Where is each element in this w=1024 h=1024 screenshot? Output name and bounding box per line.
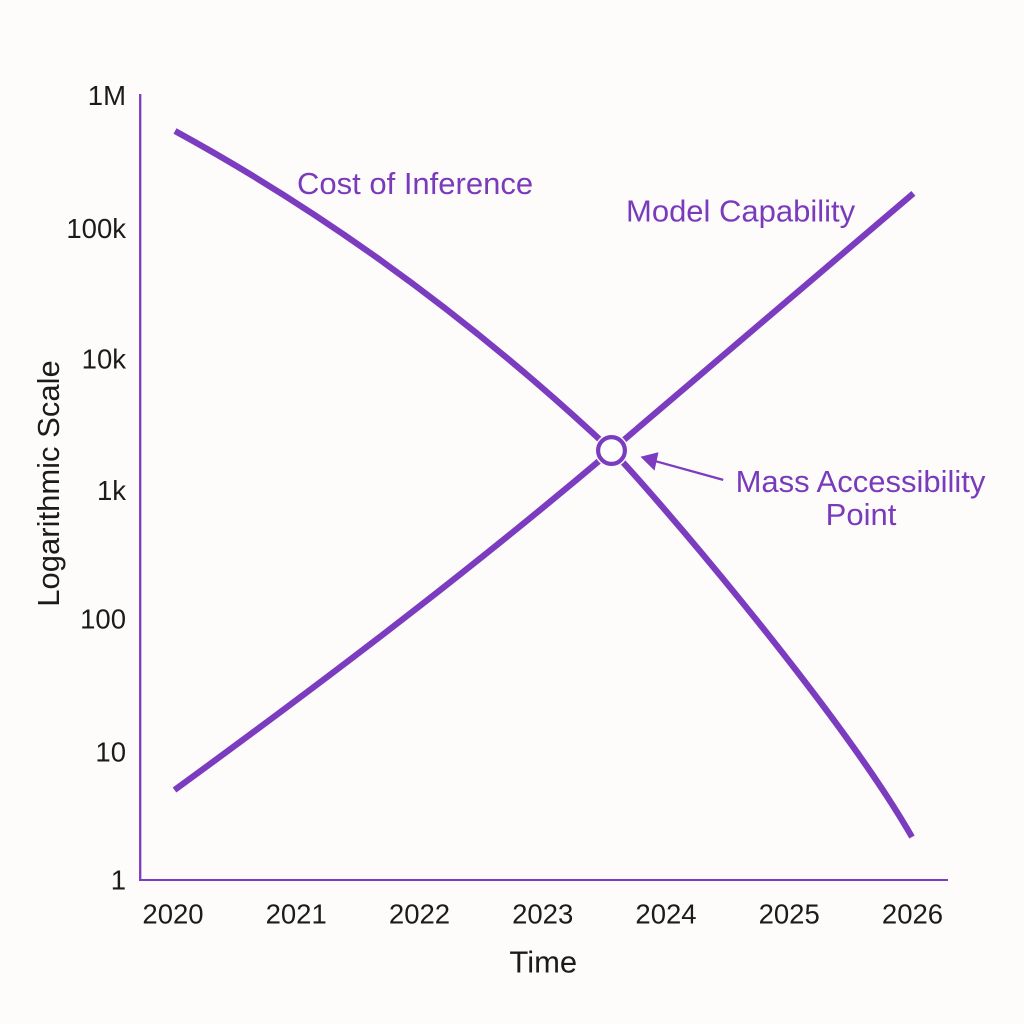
- svg-text:Point: Point: [826, 497, 897, 532]
- svg-text:100k: 100k: [66, 213, 126, 244]
- svg-text:1M: 1M: [88, 80, 126, 111]
- svg-text:Cost of Inference: Cost of Inference: [297, 166, 533, 201]
- svg-text:2020: 2020: [142, 899, 203, 930]
- svg-text:10: 10: [95, 737, 126, 768]
- svg-text:Mass Accessibility: Mass Accessibility: [736, 464, 986, 499]
- svg-text:Logarithmic Scale: Logarithmic Scale: [31, 360, 66, 606]
- svg-text:2023: 2023: [512, 899, 573, 930]
- svg-text:Model Capability: Model Capability: [626, 194, 856, 229]
- svg-text:Time: Time: [509, 944, 577, 979]
- svg-text:2026: 2026: [882, 899, 943, 930]
- svg-text:2021: 2021: [266, 899, 327, 930]
- svg-text:1k: 1k: [97, 475, 126, 506]
- svg-text:1: 1: [111, 865, 126, 896]
- svg-text:2025: 2025: [759, 899, 820, 930]
- svg-text:2024: 2024: [635, 899, 696, 930]
- svg-text:100: 100: [80, 604, 126, 635]
- svg-text:2022: 2022: [389, 899, 450, 930]
- svg-text:10k: 10k: [82, 344, 127, 375]
